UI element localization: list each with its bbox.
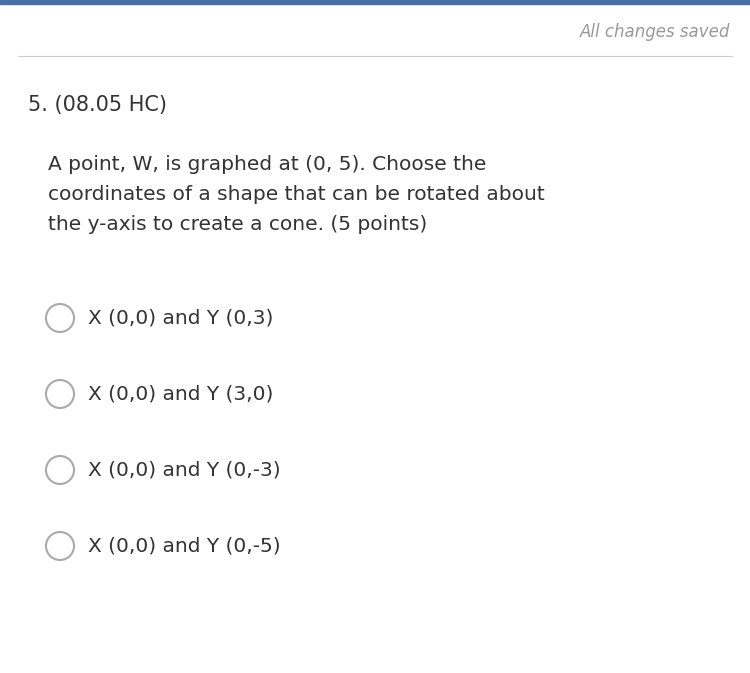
Text: X (0,0) and Y (0,3): X (0,0) and Y (0,3) xyxy=(88,308,273,328)
Text: 5. (08.05 HC): 5. (08.05 HC) xyxy=(28,95,167,115)
Text: X (0,0) and Y (0,-5): X (0,0) and Y (0,-5) xyxy=(88,536,280,555)
Bar xyxy=(0,0,750,4)
Text: All changes saved: All changes saved xyxy=(580,23,730,41)
Text: coordinates of a shape that can be rotated about: coordinates of a shape that can be rotat… xyxy=(48,186,544,205)
Text: X (0,0) and Y (3,0): X (0,0) and Y (3,0) xyxy=(88,384,273,404)
Text: A point, W, is graphed at (0, 5). Choose the: A point, W, is graphed at (0, 5). Choose… xyxy=(48,155,486,174)
Text: X (0,0) and Y (0,-3): X (0,0) and Y (0,-3) xyxy=(88,460,280,479)
Text: the y-axis to create a cone. (5 points): the y-axis to create a cone. (5 points) xyxy=(48,215,428,234)
